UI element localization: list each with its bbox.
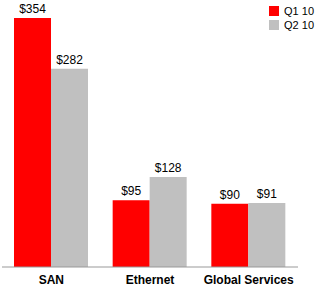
html-text:Q1 10: Q1 10 bbox=[284, 5, 314, 17]
svg-text:$91: $91 bbox=[257, 187, 277, 201]
svg-text:$354: $354 bbox=[19, 2, 46, 16]
html-text:Q2 10: Q2 10 bbox=[284, 19, 314, 31]
svg-text:$90: $90 bbox=[220, 188, 240, 202]
svg-text:$128: $128 bbox=[155, 161, 182, 175]
svg-text:SAN: SAN bbox=[39, 273, 64, 287]
svg-text:$95: $95 bbox=[121, 184, 141, 198]
svg-text:Ethernet: Ethernet bbox=[126, 273, 175, 287]
svg-text:$282: $282 bbox=[56, 53, 83, 67]
svg-text:Global Services: Global Services bbox=[204, 273, 294, 287]
